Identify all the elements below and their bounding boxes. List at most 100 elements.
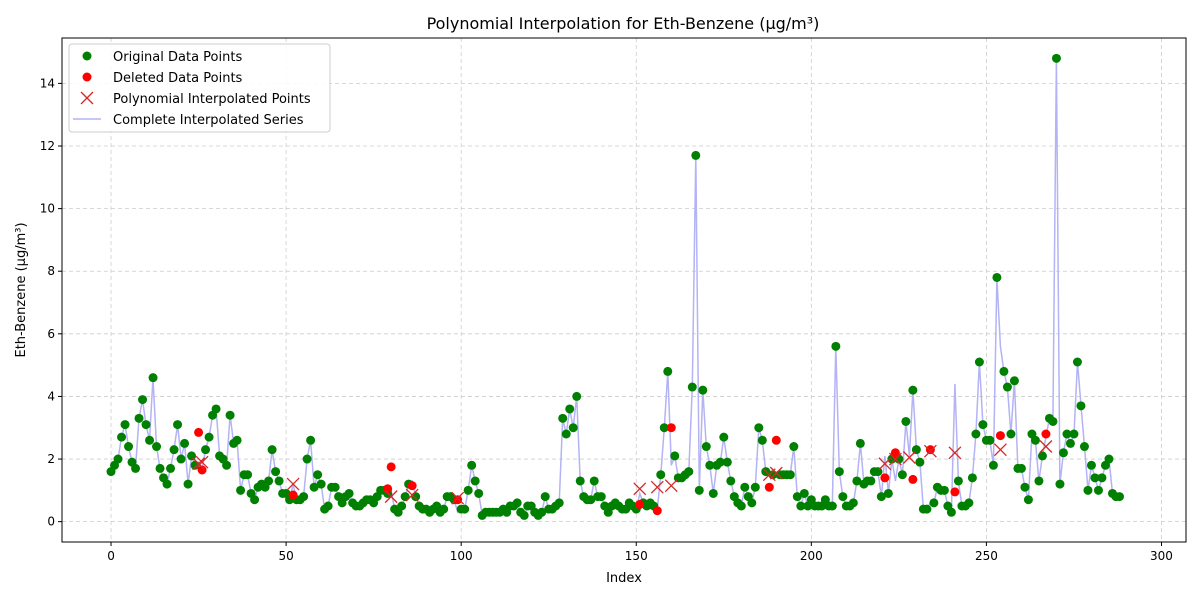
original-data-point [141,420,151,430]
original-data-point [999,366,1009,376]
original-data-point [211,404,221,414]
original-data-point [740,482,750,492]
original-data-point [572,391,582,401]
deleted-data-point [925,445,935,455]
original-data-point [883,488,893,498]
original-data-point [565,404,575,414]
original-data-point [799,488,809,498]
original-data-point [789,442,799,452]
original-data-point [558,413,568,423]
polynomial-interpolated-point [286,477,300,491]
original-data-point [1097,473,1107,483]
original-data-point [162,479,172,489]
original-data-point [1072,357,1082,367]
original-data-point [568,423,578,433]
original-data-point [978,420,988,430]
original-data-point [264,476,274,486]
original-data-point [831,341,841,351]
original-data-point [561,429,571,439]
original-data-point [1023,495,1033,505]
original-data-point [974,357,984,367]
deleted-data-point [383,484,393,494]
original-data-point [670,451,680,461]
original-data-point [915,457,925,467]
y-axis-label: Eth-Benzene (µg/m³) [14,222,29,357]
original-data-point [705,460,715,470]
original-data-point [1058,448,1068,458]
polynomial-interpolated-point [948,446,962,460]
y-tick-label: 4 [47,389,55,403]
original-data-point [180,438,190,448]
original-data-point [750,482,760,492]
deleted-data-point [635,499,645,509]
original-data-point [113,454,123,464]
original-data-point [834,467,844,477]
deleted-data-point [764,482,774,492]
original-data-point [1083,485,1093,495]
original-data-point [757,435,767,445]
original-data-point [785,470,795,480]
polynomial-interpolated-point [769,466,783,480]
original-data-point [302,454,312,464]
original-data-point [1034,476,1044,486]
original-data-point [131,463,141,473]
original-data-point [967,473,977,483]
original-data-point [596,492,606,502]
original-data-point [173,420,183,430]
original-data-point [908,385,918,395]
original-data-point [145,435,155,445]
original-data-point [467,460,477,470]
legend-box [68,43,331,133]
original-data-point [1062,429,1072,439]
original-data-point [876,492,886,502]
original-data-point [274,476,284,486]
original-data-point [148,373,158,383]
points-layer [106,53,1124,520]
original-data-point [1006,429,1016,439]
original-data-point [309,482,319,492]
original-data-point [554,498,564,508]
deleted-data-point [880,473,890,483]
legend-label-original: Original Data Points [113,50,242,65]
original-data-point [1020,482,1030,492]
deleted-data-point [453,495,463,505]
original-data-point [852,476,862,486]
polynomial-interpolated-point [878,457,892,471]
deleted-data-point [950,487,960,497]
x-tick-label: 0 [107,549,115,563]
original-data-point [659,423,669,433]
original-data-point [838,492,848,502]
x-axis-label: Index [606,571,642,586]
x-tick-label: 200 [800,549,823,563]
original-data-point [316,479,326,489]
deleted-data-point [194,427,204,437]
original-data-point [439,504,449,514]
polynomial-interpolated-point [650,480,664,494]
original-data-point [183,479,193,489]
grid [62,38,1186,542]
polynomial-interpolated-point [1039,440,1053,453]
polynomial-interpolated-point [195,455,209,469]
y-tick-label: 0 [47,515,55,529]
polynomial-interpolated-point [405,488,419,502]
original-data-point [866,476,876,486]
legend-label-interpolated: Polynomial Interpolated Points [113,92,311,107]
original-data-point [1090,473,1100,483]
polynomial-interpolated-point [664,479,678,493]
original-data-point [169,445,179,455]
original-data-point [1093,485,1103,495]
original-data-point [1069,429,1079,439]
original-data-point [1048,416,1058,426]
original-data-point [243,470,253,480]
y-tick-label: 10 [40,202,55,216]
original-data-point [1104,454,1114,464]
legend-marker-interpolated [80,91,94,105]
original-data-point [397,501,407,511]
original-data-point [897,470,907,480]
original-data-point [232,435,242,445]
deleted-data-point [288,490,298,500]
polynomial-interpolated-point [993,443,1007,457]
original-data-point [201,445,211,455]
polynomial-interpolated-point [192,457,206,471]
